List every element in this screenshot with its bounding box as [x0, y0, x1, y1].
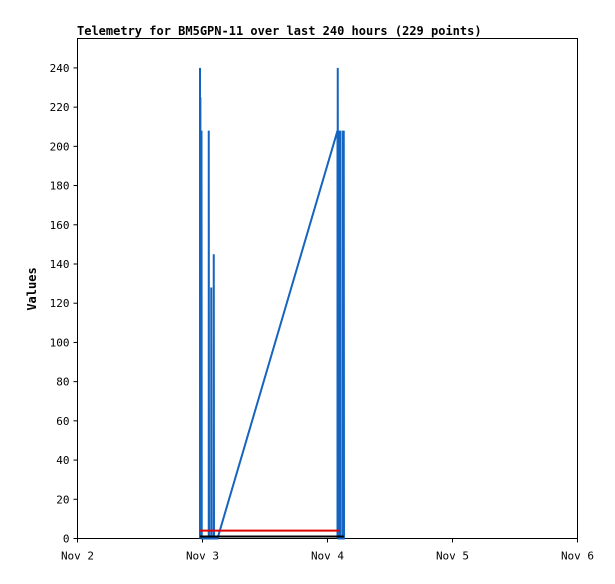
y-tick-label: 80	[56, 376, 69, 389]
x-tick-label: Nov 4	[311, 550, 344, 563]
y-tick-label: 180	[50, 180, 70, 193]
y-tick-label: 100	[50, 336, 70, 349]
y-tick-label: 160	[50, 219, 70, 232]
x-tick-label: Nov 3	[186, 550, 219, 563]
chart-title: Telemetry for BM5GPN-11 over last 240 ho…	[77, 24, 482, 38]
y-axis-label: Values	[25, 267, 39, 310]
y-tick-label: 0	[63, 533, 70, 546]
y-axis: 0 20 40 60 80 100 120 140 160 180 200 220 240	[50, 62, 78, 546]
y-tick-label: 220	[50, 101, 70, 114]
plot-frame	[78, 39, 578, 539]
y-tick-label: 60	[56, 415, 69, 428]
x-axis: Nov 2 Nov 3 Nov 4 Nov 5 Nov 6	[61, 539, 594, 563]
y-tick-label: 240	[50, 62, 70, 75]
y-tick-label: 140	[50, 258, 70, 271]
x-tick-label: Nov 6	[561, 550, 594, 563]
y-tick-label: 20	[56, 493, 69, 506]
y-tick-label: 120	[50, 297, 70, 310]
y-tick-label: 40	[56, 454, 69, 467]
y-tick-label: 200	[50, 140, 70, 153]
x-tick-label: Nov 5	[436, 550, 469, 563]
x-tick-label: Nov 2	[61, 550, 94, 563]
